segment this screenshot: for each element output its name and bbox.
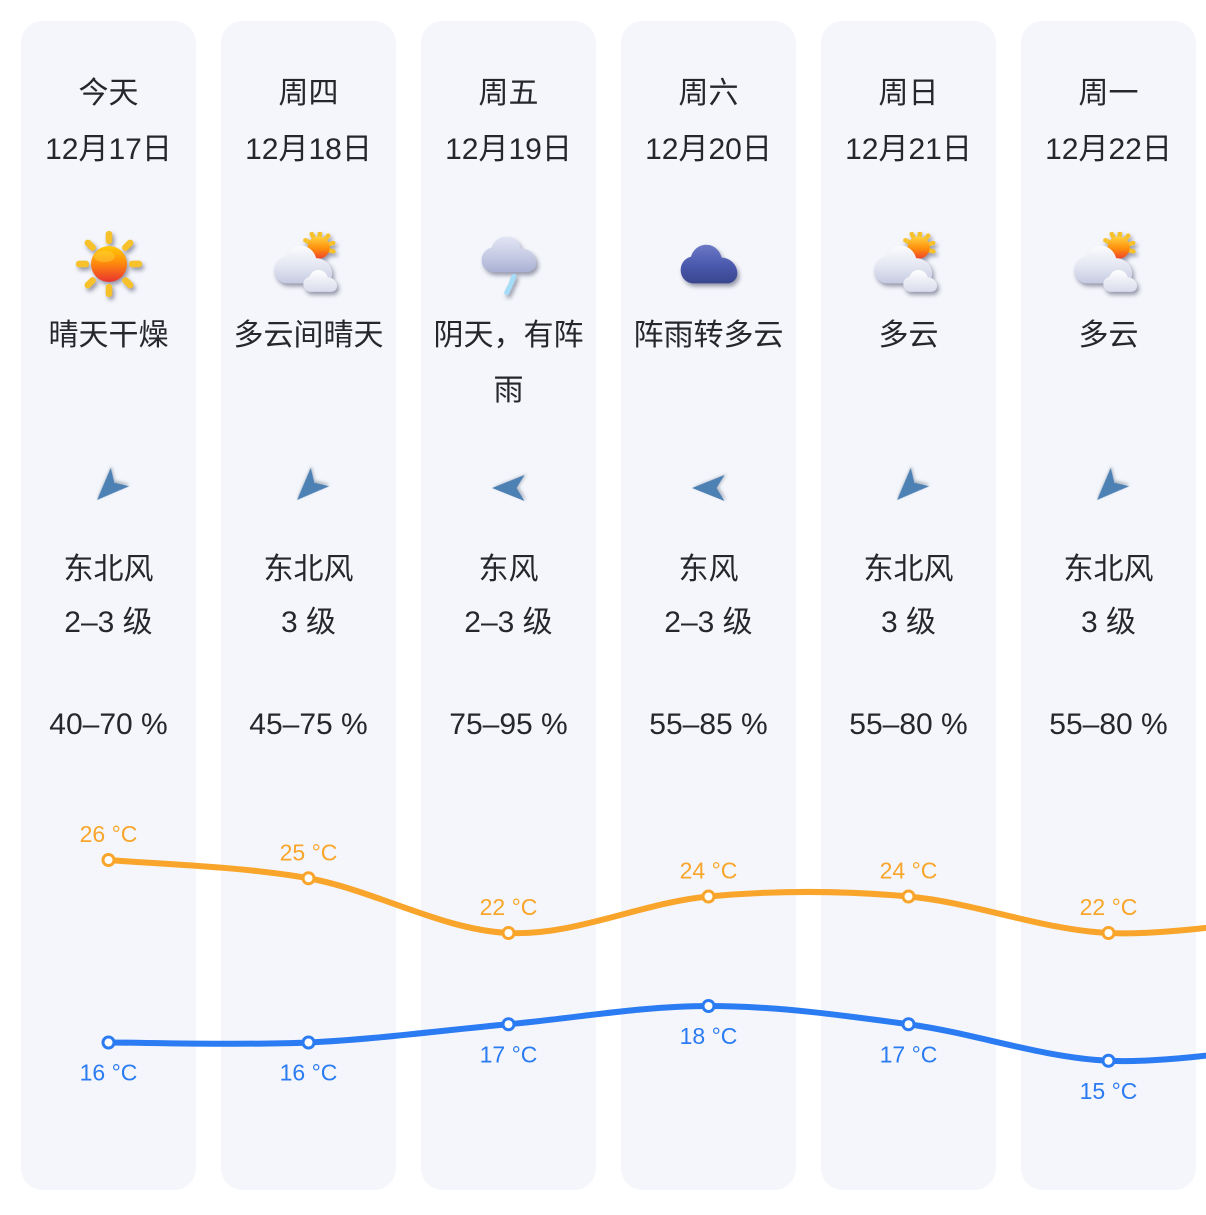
wind-level-label: 3 级 [280,606,337,639]
day-label: 周日 [878,77,939,110]
wind-level-label: 3 级 [1080,606,1137,639]
forecast-card-2[interactable]: 周五 12月19日 阴天，有阵雨 东风 2–3 级 75–95 % [421,21,596,1190]
weather-description: 多云间晴天 [233,319,384,352]
forecast-card-4[interactable]: 周日 12月21日 多云 东北风 3 级 55–80 % [821,21,996,1190]
wind-direction-icon [21,466,196,510]
humidity-range-label: 40–70 % [49,708,168,741]
day-label: 周五 [478,77,539,110]
wind-level-label: 2–3 级 [64,606,153,639]
date-label: 12月22日 [1045,133,1172,166]
humidity-range-label: 55–80 % [1049,708,1168,741]
forecast-card-0[interactable]: 今天 12月17日 晴天干燥 东北风 2–3 级 40–70 % [21,21,196,1190]
day-label: 周六 [678,77,739,110]
forecast-card-5[interactable]: 周一 12月22日 多云 东北风 3 级 55–80 % [1021,21,1196,1190]
date-label: 12月18日 [245,133,372,166]
weather-icon [421,224,596,304]
wind-direction-icon [1021,466,1196,510]
humidity-range-label: 55–85 % [649,708,768,741]
date-label: 12月17日 [45,133,172,166]
wind-level-label: 2–3 级 [664,606,753,639]
day-label: 周四 [278,77,339,110]
date-label: 12月19日 [445,133,572,166]
wind-direction-label: 东风 [478,553,539,586]
weather-description: 多云 [1078,319,1139,352]
wind-level-label: 3 级 [880,606,937,639]
weather-icon [221,224,396,304]
date-label: 12月21日 [845,133,972,166]
date-label: 12月20日 [645,133,772,166]
forecast-cards-row: 今天 12月17日 晴天干燥 东北风 2–3 级 40–70 % 周四 12月1… [21,21,1196,1190]
day-label: 周一 [1078,77,1139,110]
humidity-range-label: 75–95 % [449,708,568,741]
wind-direction-icon [221,466,396,510]
weather-icon [1021,224,1196,304]
wind-direction-label: 东风 [678,553,739,586]
humidity-range-label: 55–80 % [849,708,968,741]
wind-direction-label: 东北风 [863,553,954,586]
weather-description: 晴天干燥 [48,319,169,352]
wind-direction-icon [821,466,996,510]
weather-icon [21,224,196,304]
forecast-card-1[interactable]: 周四 12月18日 多云间晴天 东北风 3 级 45–75 % [221,21,396,1190]
weather-description: 多云 [878,319,939,352]
weather-description: 阵雨转多云 [633,319,784,352]
forecast-card-3[interactable]: 周六 12月20日 阵雨转多云 东风 2–3 级 55–85 % [621,21,796,1190]
wind-level-label: 2–3 级 [464,606,553,639]
weather-icon [621,224,796,304]
wind-direction-label: 东北风 [1063,553,1154,586]
weather-description: 阴天，有阵雨 [433,319,584,407]
wind-direction-label: 东北风 [263,553,354,586]
wind-direction-icon [421,466,596,510]
day-label: 今天 [78,77,139,110]
weather-icon [821,224,996,304]
wind-direction-icon [621,466,796,510]
wind-direction-label: 东北风 [63,553,154,586]
humidity-range-label: 45–75 % [249,708,368,741]
